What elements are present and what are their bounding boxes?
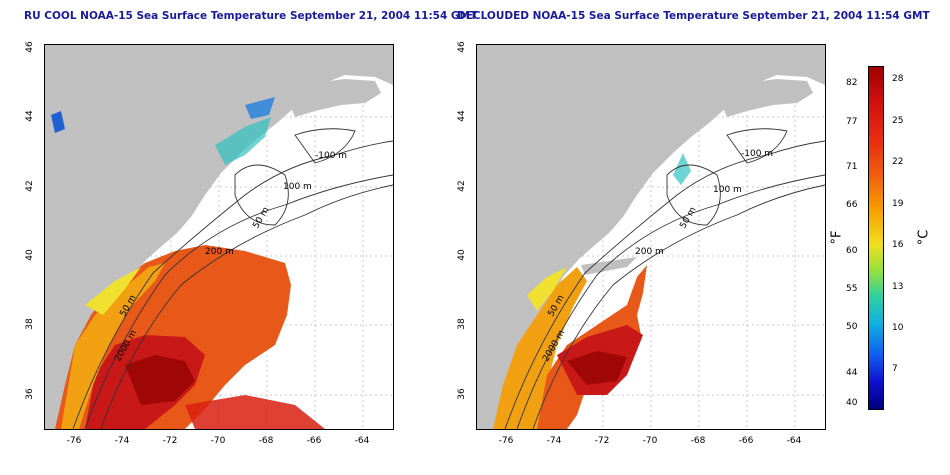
contour-label-2: 100 m bbox=[713, 185, 742, 195]
colorbar-c-label: 25 bbox=[892, 116, 904, 126]
lon-tick-label: -72 bbox=[162, 436, 178, 446]
lat-tick-label: 36 bbox=[25, 388, 35, 400]
left-map-graphic bbox=[45, 45, 393, 429]
lon-tick-label: -70 bbox=[642, 436, 658, 446]
lon-tick-label: -64 bbox=[786, 436, 802, 446]
right-map-graphic bbox=[477, 45, 825, 429]
right-map-title: DECLOUDED NOAA-15 Sea Surface Temperatur… bbox=[457, 10, 930, 22]
lat-tick-label: 44 bbox=[25, 110, 35, 122]
colorbar-c-label: 22 bbox=[892, 157, 904, 167]
lon-tick-label: -76 bbox=[498, 436, 514, 446]
contour-label-4: 200 m bbox=[635, 247, 664, 257]
lon-tick-label: -68 bbox=[690, 436, 706, 446]
temperature-colorbar bbox=[868, 66, 884, 410]
colorbar-f-label: 60 bbox=[846, 246, 858, 256]
lon-tick-label: -72 bbox=[594, 436, 610, 446]
lat-tick-label: 46 bbox=[457, 41, 467, 53]
contour-label-1: -100 m bbox=[741, 149, 774, 159]
colorbar-c-label: 28 bbox=[892, 74, 904, 84]
lat-tick-label: 40 bbox=[25, 249, 35, 261]
left-map-title: RU COOL NOAA-15 Sea Surface Temperature … bbox=[24, 10, 478, 22]
colorbar-f-label: 82 bbox=[846, 78, 858, 88]
lon-tick-label: -66 bbox=[306, 436, 322, 446]
lon-tick-label: -70 bbox=[210, 436, 226, 446]
colorbar-f-label: 55 bbox=[846, 284, 858, 294]
lon-tick-label: -68 bbox=[258, 436, 274, 446]
celsius-unit-label: °C bbox=[916, 229, 932, 246]
colorbar-f-label: 40 bbox=[846, 398, 858, 408]
colorbar-c-label: 13 bbox=[892, 282, 904, 292]
colorbar-c-label: 10 bbox=[892, 323, 904, 333]
colorbar-f-label: 66 bbox=[846, 200, 858, 210]
lon-tick-label: -74 bbox=[114, 436, 130, 446]
lat-tick-label: 38 bbox=[457, 318, 467, 330]
lat-tick-label: 46 bbox=[25, 41, 35, 53]
lat-tick-label: 42 bbox=[457, 180, 467, 192]
lat-tick-label: 38 bbox=[25, 318, 35, 330]
lat-tick-label: 36 bbox=[457, 388, 467, 400]
lon-tick-label: -76 bbox=[66, 436, 82, 446]
colorbar-f-label: 71 bbox=[846, 162, 858, 172]
contour-label-4: 200 m bbox=[205, 247, 234, 257]
left-sst-map: -100 m 100 m 50 m 200 m 50 m 2000 m bbox=[44, 44, 394, 430]
lat-tick-label: 42 bbox=[25, 180, 35, 192]
lat-tick-label: 44 bbox=[457, 110, 467, 122]
contour-label-2: 100 m bbox=[283, 182, 312, 192]
colorbar-c-label: 7 bbox=[892, 364, 898, 374]
fahrenheit-unit-label: °F bbox=[829, 230, 845, 245]
lon-tick-label: -74 bbox=[546, 436, 562, 446]
lat-tick-label: 40 bbox=[457, 249, 467, 261]
colorbar-f-label: 50 bbox=[846, 322, 858, 332]
lon-tick-label: -64 bbox=[354, 436, 370, 446]
colorbar-c-label: 19 bbox=[892, 199, 904, 209]
right-sst-map: -100 m 100 m 50 m 200 m 50 m 2000 m bbox=[476, 44, 826, 430]
colorbar-c-label: 16 bbox=[892, 240, 904, 250]
colorbar-f-label: 77 bbox=[846, 117, 858, 127]
contour-label-1: -100 m bbox=[315, 151, 348, 161]
colorbar-f-label: 44 bbox=[846, 368, 858, 378]
lon-tick-label: -66 bbox=[738, 436, 754, 446]
